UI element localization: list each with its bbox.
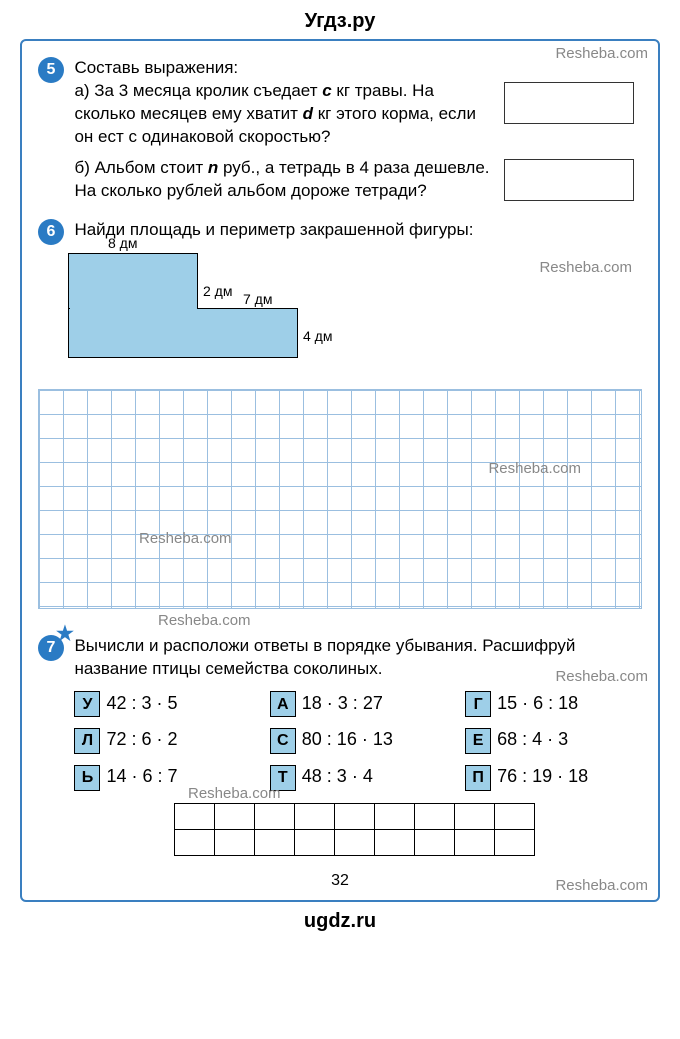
task-number-badge: 7 ★: [38, 635, 64, 661]
answer-cell[interactable]: [494, 803, 534, 829]
calc-item: А 18 · 3 : 27: [270, 691, 439, 718]
answer-cell[interactable]: [294, 829, 334, 855]
calc-item: П 76 : 19 · 18: [465, 764, 634, 791]
shape-top-rect: [68, 253, 198, 308]
l-shape: 8 дм 2 дм 7 дм 4 дм: [68, 253, 298, 363]
answer-cell[interactable]: [454, 829, 494, 855]
task-5a-text: а) За 3 месяца кролик съедает c кг травы…: [74, 80, 494, 149]
star-icon: ★: [56, 621, 74, 646]
page-number: 32: [38, 872, 642, 890]
table-row: [174, 803, 534, 829]
task-5-body: Составь выражения: а) За 3 месяца кролик…: [74, 57, 634, 203]
answer-cell[interactable]: [214, 829, 254, 855]
task-5: 5 Составь выражения: а) За 3 месяца крол…: [38, 57, 642, 203]
shape-bottom-rect: [68, 308, 298, 358]
letter-box: Т: [270, 765, 296, 791]
dim-step-w: 7 дм: [243, 291, 272, 307]
answer-cell[interactable]: [174, 803, 214, 829]
letter-box: Л: [74, 728, 100, 754]
answer-cell[interactable]: [254, 803, 294, 829]
watermark: Resheba.com: [139, 530, 232, 547]
answer-cell[interactable]: [254, 829, 294, 855]
task-6-text: Найди площадь и периметр закрашенной фиг…: [74, 219, 634, 242]
letter-box: П: [465, 765, 491, 791]
answer-cell[interactable]: [334, 829, 374, 855]
calc-expression: 15 · 6 : 18: [497, 693, 578, 713]
task-number: 7: [47, 639, 56, 657]
answer-cell[interactable]: [374, 829, 414, 855]
task-5a-row: а) За 3 месяца кролик съедает c кг травы…: [74, 80, 634, 149]
calc-item: У 42 : 3 · 5: [74, 691, 243, 718]
answer-cell[interactable]: [214, 803, 254, 829]
answer-box-5b[interactable]: [504, 159, 634, 201]
dim-right: 4 дм: [303, 328, 332, 344]
answer-cell[interactable]: [174, 829, 214, 855]
site-footer: ugdz.ru: [20, 910, 660, 933]
calc-item: Е 68 : 4 · 3: [465, 727, 634, 754]
worksheet-frame: Resheba.com 5 Составь выражения: а) За 3…: [20, 39, 660, 902]
task-number-badge: 6: [38, 219, 64, 245]
page: Угдз.ру Resheba.com 5 Составь выражения:…: [0, 0, 680, 953]
answer-grid[interactable]: Resheba.com Resheba.com: [38, 389, 642, 609]
calc-expression: 80 : 16 · 13: [302, 729, 393, 749]
task-6-body: Найди площадь и периметр закрашенной фиг…: [74, 219, 634, 242]
calc-item: Т 48 : 3 · 4: [270, 764, 439, 791]
calc-expression: 48 : 3 · 4: [302, 766, 373, 786]
calc-grid: У 42 : 3 · 5 А 18 · 3 : 27 Г 15 · 6 : 18 Л 72 :…: [74, 691, 634, 791]
letter-box: А: [270, 691, 296, 717]
dim-step-h: 2 дм: [203, 283, 232, 299]
letter-box: У: [74, 691, 100, 717]
calc-expression: 18 · 3 : 27: [302, 693, 383, 713]
answer-cell[interactable]: [334, 803, 374, 829]
dim-top: 8 дм: [108, 235, 137, 251]
answer-cell[interactable]: [494, 829, 534, 855]
task-5b-text: б) Альбом стоит n руб., а тетрадь в 4 ра…: [74, 157, 494, 203]
site-header: Угдз.ру: [20, 10, 660, 33]
shape-figure: 8 дм 2 дм 7 дм 4 дм: [68, 253, 642, 383]
answer-cell[interactable]: [294, 803, 334, 829]
calc-expression: 42 : 3 · 5: [106, 693, 177, 713]
calc-expression: 14 · 6 : 7: [106, 766, 177, 786]
letter-box: Ь: [74, 765, 100, 791]
calc-item: С 80 : 16 · 13: [270, 727, 439, 754]
task-number: 5: [47, 61, 56, 79]
letter-box: С: [270, 728, 296, 754]
watermark: Resheba.com: [488, 460, 581, 477]
calc-expression: 68 : 4 · 3: [497, 729, 568, 749]
letter-box: Г: [465, 691, 491, 717]
task-5b-row: б) Альбом стоит n руб., а тетрадь в 4 ра…: [74, 157, 634, 203]
table-row: [174, 829, 534, 855]
letter-box: Е: [465, 728, 491, 754]
task-7: 7 ★ Вычисли и расположи ответы в порядке…: [38, 635, 642, 856]
task-number: 6: [47, 223, 56, 241]
answer-cell[interactable]: [414, 829, 454, 855]
task-5-intro: Составь выражения:: [74, 57, 634, 80]
task-number-badge: 5: [38, 57, 64, 83]
calc-expression: 76 : 19 · 18: [497, 766, 588, 786]
calc-item: Л 72 : 6 · 2: [74, 727, 243, 754]
calc-item: Г 15 · 6 : 18: [465, 691, 634, 718]
answer-box-5a[interactable]: [504, 82, 634, 124]
answer-table: [174, 803, 535, 856]
task-7-text: Вычисли и расположи ответы в порядке убы…: [74, 635, 634, 681]
answer-cell[interactable]: [374, 803, 414, 829]
task-6: 6 Найди площадь и периметр закрашенной ф…: [38, 219, 642, 609]
answer-cell[interactable]: [454, 803, 494, 829]
watermark: Resheba.com: [158, 612, 251, 629]
task-7-body: Вычисли и расположи ответы в порядке убы…: [74, 635, 634, 856]
shape-join: [70, 307, 197, 310]
calc-item: Ь 14 · 6 : 7: [74, 764, 243, 791]
answer-cell[interactable]: [414, 803, 454, 829]
calc-expression: 72 : 6 · 2: [106, 729, 177, 749]
